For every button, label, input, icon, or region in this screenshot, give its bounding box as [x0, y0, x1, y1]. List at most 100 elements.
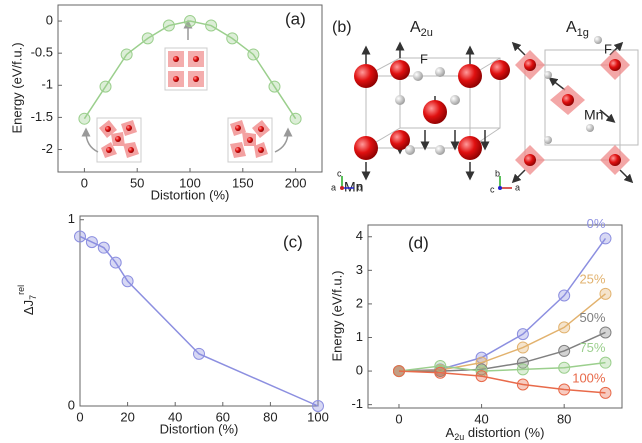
series-line: [398, 331, 606, 372]
data-point: [247, 48, 260, 61]
y-tick-label: -1.5: [31, 109, 53, 124]
data-point: [599, 326, 612, 339]
data-point: [558, 361, 571, 374]
data-point: [78, 112, 91, 125]
series-line: [83, 20, 297, 120]
data-point: [475, 356, 488, 369]
data-point: [120, 48, 133, 61]
x-tick-label: 60: [216, 409, 230, 424]
atom-label: Mn: [584, 107, 603, 123]
y-tick-label: 2: [356, 295, 363, 310]
data-point: [392, 365, 405, 378]
series-line: [398, 361, 606, 372]
plot-frame: [367, 224, 623, 409]
data-point: [516, 378, 529, 391]
x-tick-label: 40: [474, 411, 488, 426]
series-label: 75%: [579, 340, 605, 355]
data-point: [184, 15, 196, 28]
series-label: 50%: [579, 310, 605, 325]
data-point: [558, 289, 571, 302]
x-tick-label: 20: [120, 409, 134, 424]
x-tick-label: 0: [81, 175, 88, 190]
data-point: [205, 19, 218, 32]
y-tick-label: -1: [41, 77, 53, 92]
data-point: [475, 370, 488, 383]
data-point: [226, 32, 239, 45]
panel-label: (a): [285, 9, 306, 28]
y-axis-label: Energy (eV/f.u.): [329, 270, 344, 361]
x-tick-label: 80: [557, 411, 571, 426]
data-point: [599, 386, 612, 399]
data-point: [434, 360, 447, 373]
data-point: [99, 80, 112, 93]
x-tick-label: 80: [263, 409, 277, 424]
mode-label: A1g: [566, 19, 589, 39]
data-point: [85, 236, 98, 249]
structure-panel: (b) A2u A1g F Mn F Mn c a b b c a: [331, 19, 639, 195]
data-point: [558, 383, 571, 396]
data-point: [312, 400, 324, 412]
x-tick-label: 50: [130, 175, 144, 190]
x-tick-label: 150: [232, 175, 254, 190]
axis-letter: a: [515, 182, 520, 192]
x-tick-label: 100: [179, 175, 201, 190]
axis-letter: c: [490, 184, 495, 194]
y-tick-label: -0.5: [31, 45, 53, 60]
data-point: [97, 241, 110, 254]
data-point: [516, 363, 529, 376]
atom-label: F: [420, 51, 428, 66]
panel-label: (b): [332, 19, 352, 36]
x-tick-label: 40: [168, 409, 182, 424]
data-point: [516, 341, 529, 354]
series-label: 0%: [587, 216, 606, 231]
panel-label: (d): [408, 233, 429, 252]
data-point: [74, 230, 86, 243]
series-label: 25%: [579, 271, 605, 286]
series-label: 100%: [572, 370, 606, 385]
inset-structures: [81, 19, 293, 163]
x-axis-label: Distortion (%): [160, 421, 239, 436]
data-point: [558, 344, 571, 357]
y-tick-label: -1: [351, 396, 363, 411]
data-point: [599, 287, 612, 300]
panel-label: (c): [283, 232, 303, 251]
y-tick-label: 1: [356, 329, 363, 344]
axis-letter: a: [331, 182, 336, 192]
x-tick-label: 0: [76, 409, 83, 424]
y-tick-label: 0: [46, 12, 53, 27]
x-tick-label: 0: [395, 411, 402, 426]
y-tick-label: 0: [68, 397, 75, 412]
mode-label: A2u: [410, 19, 433, 39]
y-tick-label: 4: [356, 228, 363, 243]
data-point: [141, 32, 154, 45]
axis-letter: c: [337, 168, 342, 178]
axis-letter: b: [357, 182, 362, 192]
atom-label: Mn: [344, 179, 363, 195]
series-line: [398, 293, 606, 372]
data-point: [516, 356, 529, 369]
x-axis-label: A2u distortion (%): [446, 425, 545, 442]
series-line: [398, 237, 607, 372]
data-point: [193, 347, 205, 360]
y-tick-label: -2: [41, 141, 53, 156]
x-tick-label: 100: [307, 409, 329, 424]
y-tick-label: 1: [68, 211, 75, 226]
y-axis-label: Energy (eV/f.u.): [9, 42, 24, 133]
data-point: [268, 80, 281, 93]
data-point: [434, 366, 447, 379]
atom-label: F: [604, 41, 612, 56]
plot-frame: [79, 215, 319, 407]
data-point: [121, 275, 134, 288]
axis-letter: b: [495, 168, 500, 178]
data-point: [558, 321, 571, 334]
data-point: [516, 328, 529, 341]
series-line: [79, 235, 319, 407]
data-point: [109, 256, 122, 269]
series-line: [398, 370, 606, 394]
data-point: [162, 19, 175, 32]
data-point: [599, 232, 612, 245]
x-tick-label: 200: [285, 175, 307, 190]
y-tick-label: 0: [356, 363, 363, 378]
data-point: [599, 356, 612, 369]
